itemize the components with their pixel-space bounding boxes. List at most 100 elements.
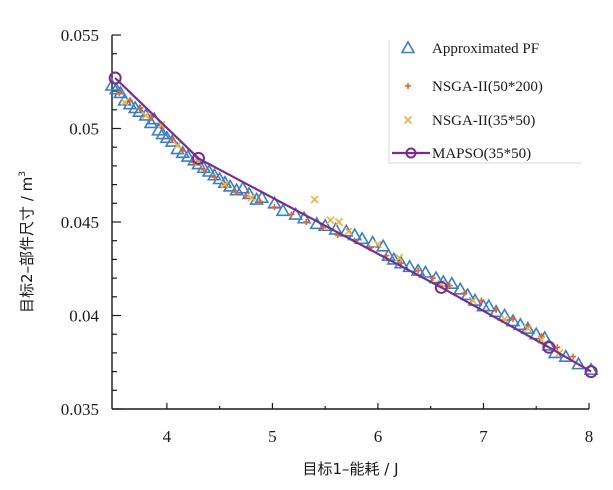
data-point xyxy=(211,174,218,181)
data-point xyxy=(513,317,528,331)
x-tick-label: 5 xyxy=(268,427,277,446)
data-point xyxy=(493,306,500,313)
data-point xyxy=(126,97,133,104)
y-axis-title-group: 目标2–部件尺寸 / m3 xyxy=(18,171,36,313)
legend-marker-swatch xyxy=(405,147,417,159)
data-point xyxy=(132,104,147,117)
data-point xyxy=(179,147,186,154)
x-d2 xyxy=(220,180,229,189)
y-tick-label: 0.045 xyxy=(61,213,99,232)
data-point xyxy=(394,253,404,262)
data-point xyxy=(373,240,383,249)
x-d2 xyxy=(394,253,404,262)
legend-marker-swatch xyxy=(400,40,416,54)
data-point xyxy=(157,120,166,129)
data-point xyxy=(256,198,263,205)
x-tick-label: 4 xyxy=(163,427,172,446)
data-point xyxy=(478,297,485,304)
y-tick-label: 0.05 xyxy=(69,120,99,139)
legend-label: NSGA-II(50*200) xyxy=(432,79,543,95)
data-point xyxy=(220,180,229,189)
data-point xyxy=(169,136,176,143)
x-d2 xyxy=(120,98,129,107)
data-point xyxy=(201,163,217,177)
data-point xyxy=(344,227,353,236)
data-point xyxy=(444,276,460,290)
data-point xyxy=(275,203,291,217)
x-tick-label: 7 xyxy=(479,427,488,446)
plot-area xyxy=(104,71,599,379)
data-point xyxy=(303,219,310,225)
x-d2 xyxy=(157,120,166,129)
data-point xyxy=(334,217,343,227)
axes: 0.035 0.04 0.045 0.05 0.055 4 5 6 7 8 xyxy=(61,26,594,446)
legend-item: Approximated PF xyxy=(400,40,539,57)
data-point xyxy=(538,333,545,340)
x-d2 xyxy=(403,115,413,125)
data-point xyxy=(212,171,228,185)
legend-items: Approximated PF NSGA-II(50*200) NSGA-II(35… xyxy=(392,40,543,162)
legend-item: MAPSO(35*50) xyxy=(392,146,531,162)
data-point xyxy=(164,133,180,147)
legend-marker-swatch xyxy=(405,83,411,89)
x-ticks: 4 5 6 7 8 xyxy=(163,403,593,446)
x-d2 xyxy=(334,217,343,227)
y-axis-title-text: 目标2–部件尺寸 / m xyxy=(18,177,36,313)
legend-marker-swatch xyxy=(403,115,413,125)
data-point xyxy=(180,148,196,162)
data-point xyxy=(523,324,532,333)
data-point xyxy=(488,304,504,318)
data-point xyxy=(584,365,598,379)
data-point xyxy=(173,141,182,150)
x-d2 xyxy=(173,141,182,150)
x-d2 xyxy=(523,324,532,333)
legend-item: NSGA-II(35*50) xyxy=(403,113,535,129)
data-point xyxy=(505,313,521,327)
x-tick-label: 6 xyxy=(374,427,383,446)
data-point xyxy=(386,251,402,265)
data-point xyxy=(288,211,295,218)
y-tick-label: 0.055 xyxy=(61,26,99,45)
data-point xyxy=(542,340,556,354)
data-point xyxy=(116,89,123,96)
data-point xyxy=(148,114,155,121)
data-point xyxy=(429,275,436,282)
x-d2 xyxy=(326,216,335,225)
data-point xyxy=(528,326,544,340)
data-point xyxy=(141,111,150,120)
y-tick-label: 0.04 xyxy=(69,307,99,326)
x-d2 xyxy=(141,111,150,120)
x-d2 xyxy=(310,195,319,204)
data-point xyxy=(200,166,207,173)
y-axis-title-superscript: 3 xyxy=(18,171,28,177)
data-point xyxy=(570,353,577,360)
legend-label: MAPSO(35*50) xyxy=(432,146,531,162)
data-point xyxy=(354,231,370,245)
y-axis-title: 目标2–部件尺寸 / m3 xyxy=(18,171,36,313)
data-point xyxy=(310,195,319,204)
data-point xyxy=(122,96,138,110)
data-point xyxy=(415,267,422,274)
data-point xyxy=(520,320,536,334)
data-point xyxy=(222,178,238,192)
data-point xyxy=(461,290,468,297)
data-point xyxy=(138,107,154,121)
data-point xyxy=(326,216,335,225)
data-point xyxy=(108,71,122,85)
x-d2 xyxy=(373,240,383,249)
data-point xyxy=(159,130,175,144)
data-point xyxy=(452,281,468,295)
mapso-line xyxy=(114,77,592,373)
data-point xyxy=(232,189,239,196)
x-d2 xyxy=(247,193,256,202)
data-point xyxy=(446,282,453,289)
data-point xyxy=(137,104,144,111)
data-point xyxy=(243,192,250,199)
series-3 xyxy=(108,71,598,379)
y-tick-label: 0.035 xyxy=(61,400,99,419)
data-point xyxy=(510,316,517,323)
legend-item: NSGA-II(50*200) xyxy=(405,79,543,95)
legend: Approximated PF NSGA-II(50*200) NSGA-II(35… xyxy=(388,40,582,164)
legend-label: Approximated PF xyxy=(432,41,539,57)
x-axis-title: 目标1–能耗 / J xyxy=(302,460,398,478)
